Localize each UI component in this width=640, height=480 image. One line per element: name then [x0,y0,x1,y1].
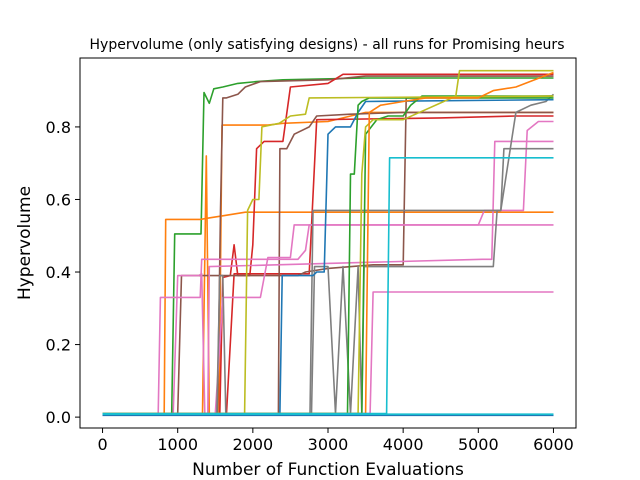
series-line-7 [102,111,554,415]
y-tick-label: 0.4 [46,263,71,282]
series-line-20 [102,71,554,415]
plot-frame [79,57,577,429]
series-line-15 [102,98,554,415]
x-tick-label: 5000 [458,435,499,454]
series-line-4 [102,75,554,415]
series-line-13 [102,147,554,415]
y-tick-label: 0.0 [46,408,71,427]
chart-title: Hypervolume (only satisfying designs) - … [90,37,565,53]
series-line-11 [102,291,554,415]
y-axis-label: Hypervolume [15,186,35,300]
y-tick-label: 0.2 [46,336,71,355]
series-line-5 [102,73,554,415]
series-line-21 [102,157,554,415]
series-line-18 [102,95,554,415]
x-tick-label: 0 [97,435,107,454]
y-tick-label: 0.6 [46,190,71,209]
series-line-19 [102,69,554,415]
series-line-9 [102,224,554,415]
x-tick-label: 2000 [232,435,273,454]
x-tick-label: 1000 [157,435,198,454]
y-tick-label: 0.8 [46,118,71,137]
series-line-1 [102,77,554,415]
x-axis-label: Number of Function Evaluations [192,460,464,480]
series-line-16 [102,97,554,415]
y-axis: 0.0 0.2 0.4 0.6 0.8 [46,118,80,427]
x-tick-label: 4000 [383,435,424,454]
x-tick-label: 3000 [308,435,349,454]
x-axis: 0 1000 2000 3000 4000 5000 6000 [97,428,574,454]
series-line-2 [102,211,554,415]
series-line-14 [102,93,555,415]
series-line-8 [102,95,554,415]
series-line-6 [102,115,554,415]
series-layer [102,69,555,417]
x-tick-label: 6000 [533,435,574,454]
